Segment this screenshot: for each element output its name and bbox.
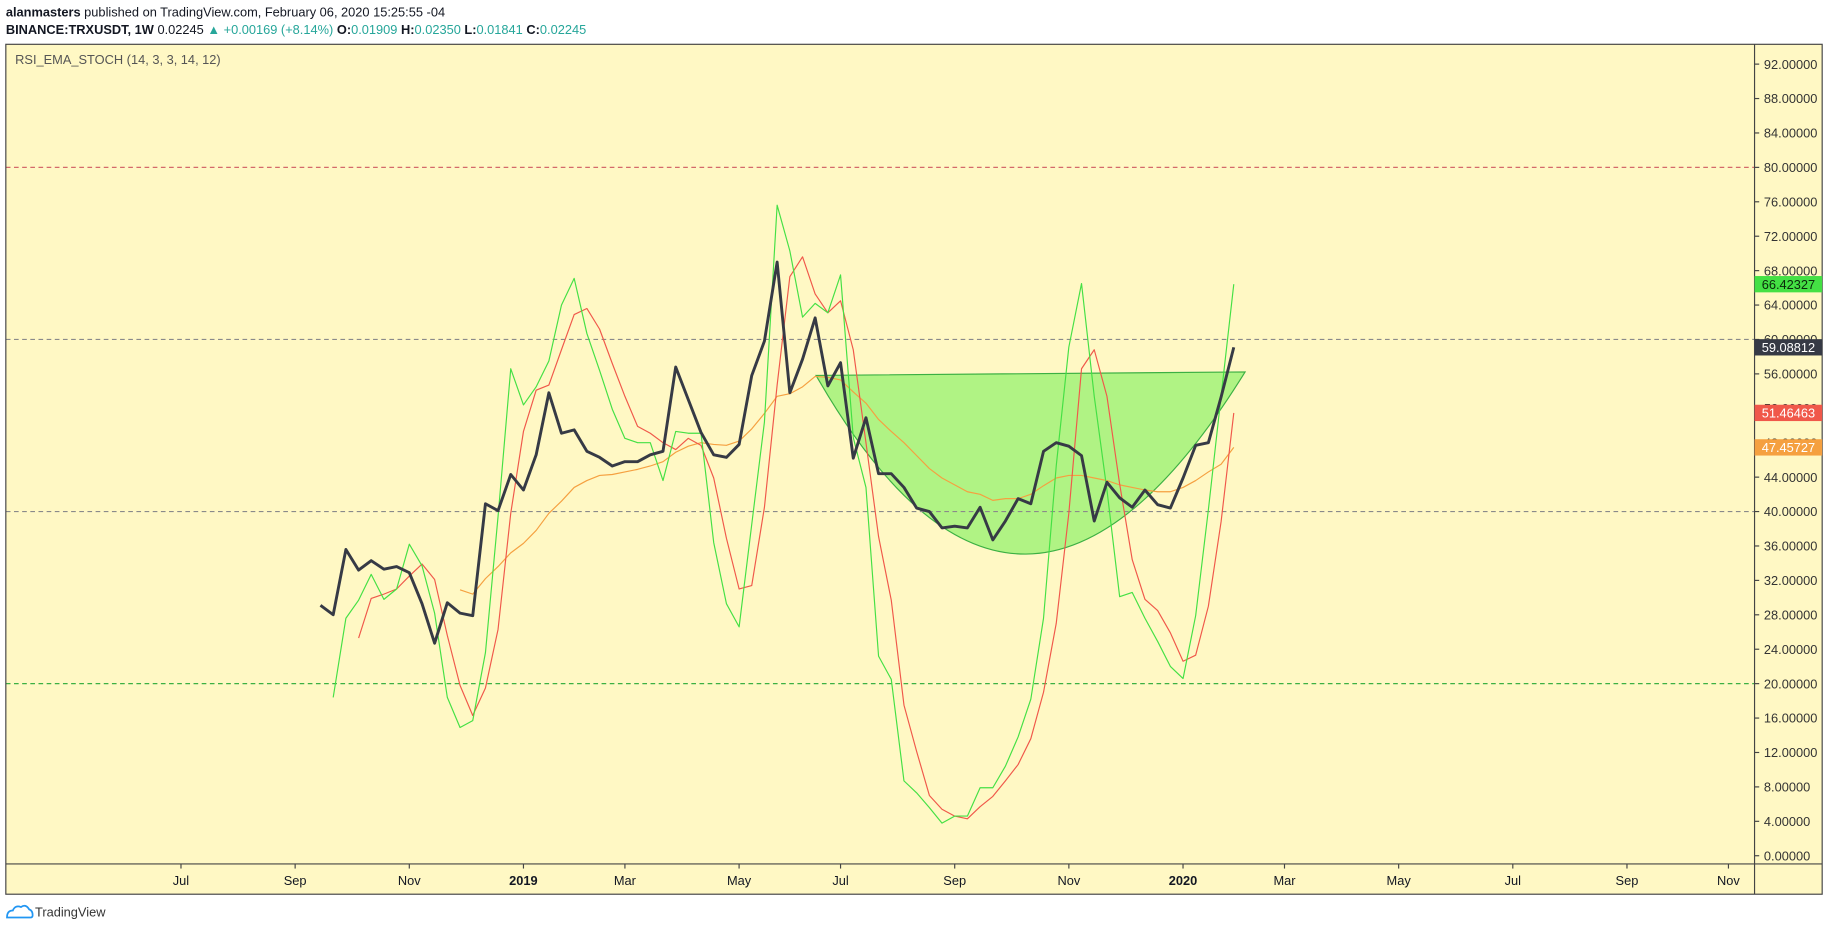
last-value-label: 66.42327 — [1762, 277, 1815, 292]
y-tick-label: 16.00000 — [1764, 711, 1817, 726]
x-tick-label: Mar — [1273, 873, 1296, 888]
x-tick-label: Sep — [943, 873, 966, 888]
y-tick-label: 68.00000 — [1764, 263, 1817, 278]
x-tick-label: Nov — [398, 873, 421, 888]
symbol: BINANCE:TRXUSDT, 1W — [6, 22, 155, 37]
ohlc-label: C: — [526, 22, 540, 37]
series-line — [332, 204, 1235, 824]
x-tick-label: Sep — [1616, 873, 1639, 888]
y-tick-label: 56.00000 — [1764, 367, 1817, 382]
ohlc-value: 0.01909 — [351, 22, 397, 37]
footer-logo: TradingView — [6, 904, 106, 919]
x-tick-label: Jul — [173, 873, 189, 888]
x-tick-label: Nov — [1057, 873, 1080, 888]
y-tick-label: 24.00000 — [1764, 642, 1817, 657]
last-value-badge — [1754, 404, 1823, 422]
x-tick-label: May — [727, 873, 752, 888]
y-tick-label: 80.00000 — [1764, 160, 1817, 175]
change: ▲ +0.00169 (+8.14%) — [207, 22, 333, 37]
header-line-2: BINANCE:TRXUSDT, 1W 0.02245 ▲ +0.00169 (… — [6, 22, 586, 37]
ohlc-value: 0.02245 — [540, 22, 586, 37]
published: published on TradingView.com, February 0… — [84, 4, 445, 19]
last-value-badge — [1754, 339, 1823, 356]
ohlc-label: O: — [337, 22, 351, 37]
last-value-badge — [1754, 439, 1823, 456]
y-tick-label: 72.00000 — [1764, 229, 1817, 244]
y-tick-label: 0.00000 — [1764, 848, 1810, 863]
author: alanmasters — [6, 4, 81, 19]
plot — [5, 166, 1755, 824]
logo-icon — [6, 904, 34, 919]
x-tick-label: May — [1387, 873, 1412, 888]
x-tick-label: Jul — [1505, 873, 1521, 888]
x-tick-label: Sep — [284, 873, 307, 888]
y-tick-label: 88.00000 — [1764, 91, 1817, 106]
ohlc-label: H: — [401, 22, 415, 37]
x-tick-label: 2020 — [1169, 873, 1198, 888]
price: 0.02245 — [157, 22, 203, 37]
header-line-1: alanmasters published on TradingView.com… — [6, 4, 445, 19]
frame — [5, 43, 1823, 895]
x-tick-label: Mar — [614, 873, 637, 888]
x-tick-label: Nov — [1717, 873, 1740, 888]
series-line — [319, 260, 1236, 645]
ohlc-value: 0.01841 — [476, 22, 522, 37]
series-line — [358, 256, 1235, 820]
y-tick-label: 76.00000 — [1764, 194, 1817, 209]
last-value-badge — [1754, 276, 1823, 293]
y-tick-label: 64.00000 — [1764, 298, 1817, 313]
series-line — [459, 375, 1235, 595]
y-tick-label: 92.00000 — [1764, 57, 1817, 72]
y-tick-label: 32.00000 — [1764, 573, 1817, 588]
footer-brand: TradingView — [35, 904, 106, 919]
indicator-title: RSI_EMA_STOCH (14, 3, 3, 14, 12) — [15, 52, 221, 67]
y-tick-label: 84.00000 — [1764, 126, 1817, 141]
last-value-label: 59.08812 — [1762, 340, 1815, 355]
x-tick-label: 2019 — [509, 873, 538, 888]
y-tick-label: 4.00000 — [1764, 814, 1810, 829]
last-value-label: 47.45727 — [1762, 440, 1815, 455]
x-tick-label: Jul — [832, 873, 848, 888]
y-tick-label: 8.00000 — [1764, 780, 1810, 795]
y-tick-label: 20.00000 — [1764, 676, 1817, 691]
ohlc-value: 0.02350 — [415, 22, 461, 37]
last-value-label: 51.46463 — [1762, 406, 1815, 421]
y-tick-label: 28.00000 — [1764, 607, 1817, 622]
y-tick-label: 36.00000 — [1764, 539, 1817, 554]
y-tick-label: 44.00000 — [1764, 470, 1817, 485]
y-tick-label: 40.00000 — [1764, 504, 1817, 519]
ohlc-label: L: — [464, 22, 476, 37]
y-tick-label: 12.00000 — [1764, 745, 1817, 760]
